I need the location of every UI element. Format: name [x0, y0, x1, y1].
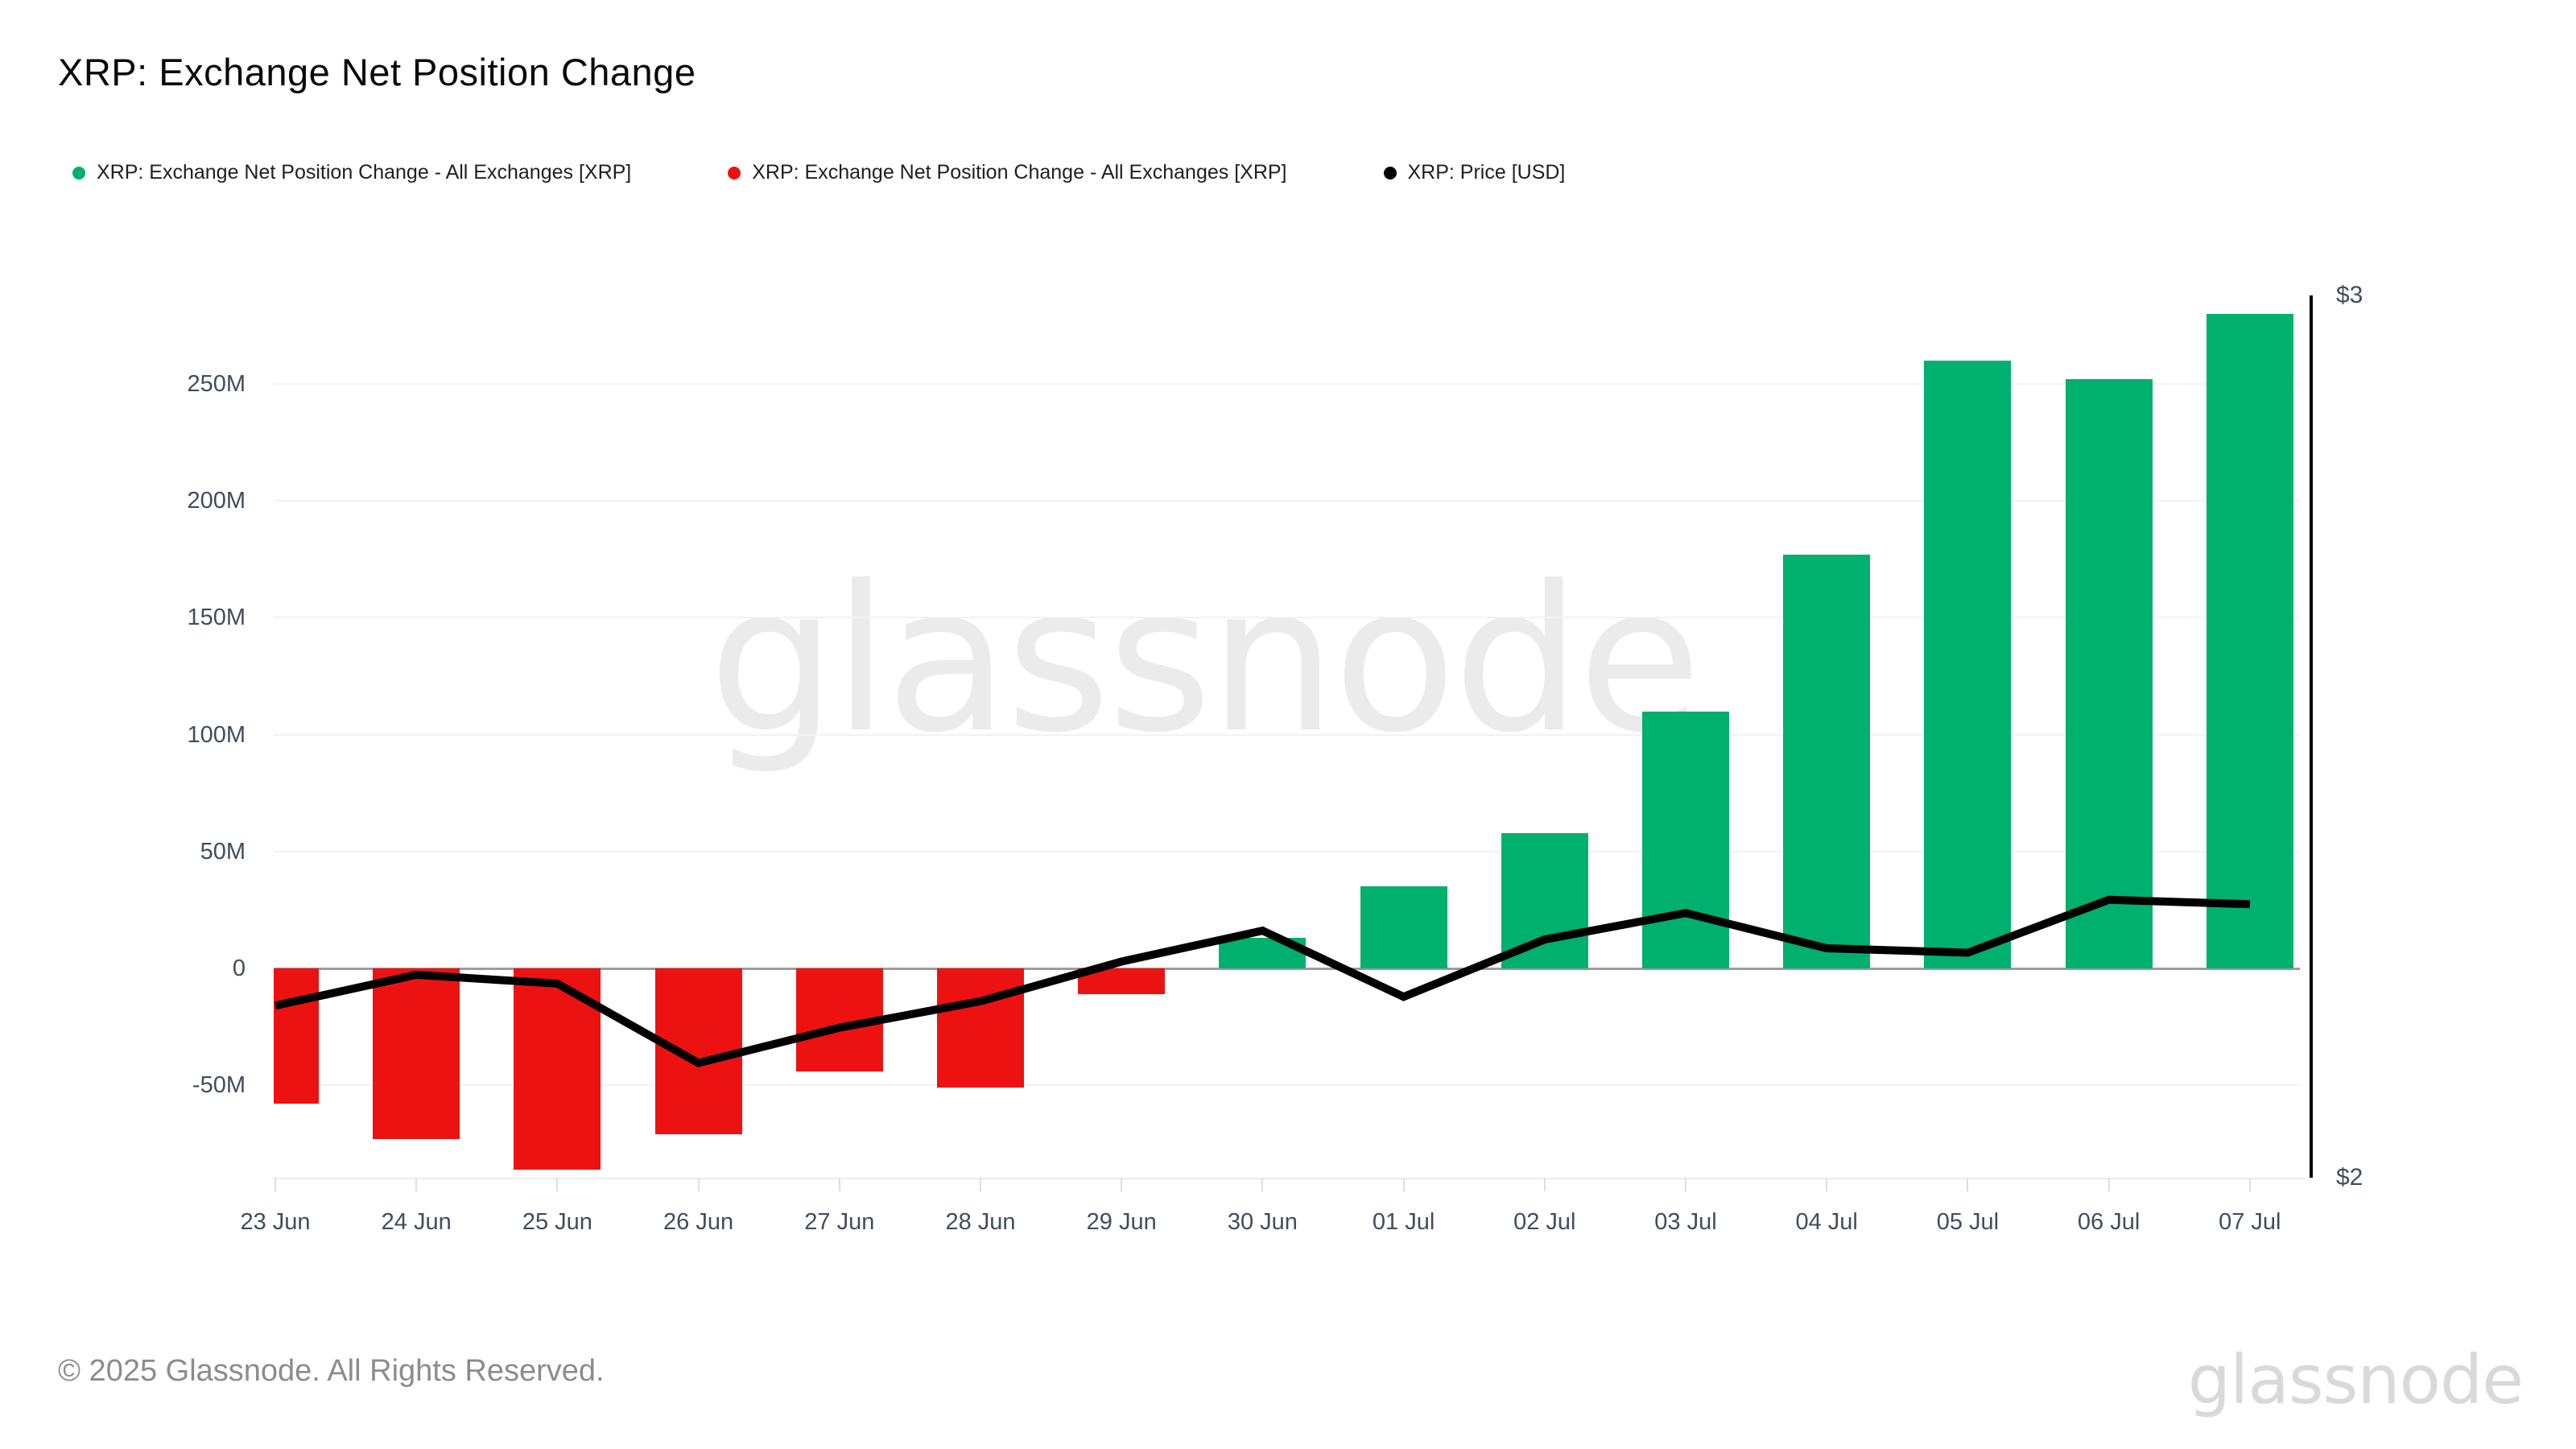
x-axis-tick-02-jul [1543, 1178, 1546, 1191]
x-axis-label-02-jul: 02 Jul [1513, 1209, 1576, 1235]
x-axis-border [274, 1178, 2306, 1179]
x-axis-tick-23-jun [275, 1178, 276, 1191]
bar-02-jul[interactable] [1501, 832, 1588, 968]
y-axis-tick-0: 0 [232, 956, 246, 981]
x-axis-label-25-jun: 25 Jun [522, 1209, 592, 1235]
x-axis-label-01-jul: 01 Jul [1372, 1209, 1435, 1235]
price-line [274, 895, 2250, 1067]
x-axis-label-29-jun: 29 Jun [1086, 1209, 1157, 1235]
legend-dot-red-icon [728, 166, 741, 180]
x-axis-tick-01-jul [1402, 1178, 1405, 1191]
x-axis-label-24-jun: 24 Jun [381, 1209, 452, 1235]
gridline-100m [274, 733, 2300, 736]
x-axis-label-23-jun: 23 Jun [240, 1209, 311, 1235]
bar-26-jun[interactable] [654, 968, 742, 1135]
bar-01-jul[interactable] [1360, 886, 1447, 968]
bar-24-jun[interactable] [373, 968, 460, 1139]
bar-05-jul[interactable] [1924, 360, 2012, 968]
gridline-200m [274, 500, 2300, 502]
bar-23-jun[interactable] [274, 968, 319, 1104]
x-axis-label-28-jun: 28 Jun [945, 1209, 1016, 1235]
x-axis-tick-04-jul [1826, 1178, 1828, 1191]
y-axis-tick-250m: 250M [187, 371, 246, 397]
x-axis-tick-07-jul [2248, 1178, 2251, 1191]
bar-04-jul[interactable] [1783, 554, 1871, 968]
x-axis-label-30-jun: 30 Jun [1227, 1209, 1298, 1235]
y-axis-tick-50m: 50M [200, 838, 246, 865]
x-axis-label-05-jul: 05 Jul [1936, 1209, 2000, 1235]
gridline-250m [274, 383, 2300, 385]
legend-item-label: XRP: Exchange Net Position Change - All … [752, 161, 1287, 184]
x-axis-tick-03-jul [1685, 1178, 1686, 1191]
price-axis-label-2: $2 [2336, 1164, 2363, 1191]
x-axis-tick-05-jul [1967, 1178, 1969, 1191]
x-axis-label-06-jul: 06 Jul [2077, 1209, 2140, 1235]
x-axis-tick-26-jun [697, 1178, 700, 1191]
gridline-150m [274, 617, 2300, 619]
x-axis-label-26-jun: 26 Jun [663, 1209, 734, 1235]
legend-item-net-position-positive[interactable]: XRP: Exchange Net Position Change - All … [72, 161, 631, 184]
x-axis-label-07-jul: 07 Jul [2219, 1209, 2281, 1235]
bar-06-jul[interactable] [2065, 379, 2153, 968]
page-title: XRP: Exchange Net Position Change [58, 51, 696, 93]
price-axis-label-3: $3 [2336, 282, 2363, 308]
bar-07-jul[interactable] [2206, 313, 2293, 968]
price-line-layer [274, 895, 2250, 1067]
x-axis-tick-06-jul [2107, 1178, 2110, 1191]
x-axis-tick-24-jun [415, 1178, 418, 1191]
y-axis-tick--50m: -50M [192, 1072, 246, 1099]
footer-copyright: © 2025 Glassnode. All Rights Reserved. [58, 1354, 605, 1388]
legend-item-price[interactable]: XRP: Price [USD] [1383, 161, 1566, 184]
legend-item-label: XRP: Exchange Net Position Change - All … [97, 161, 632, 184]
gridline-50m [274, 850, 2300, 852]
x-axis-tick-25-jun [556, 1178, 559, 1191]
zero-line [274, 968, 2300, 970]
x-axis-tick-28-jun [980, 1178, 981, 1191]
legend-dot-green-icon [72, 166, 85, 180]
x-axis-label-04-jul: 04 Jul [1795, 1209, 1858, 1235]
x-axis-label-03-jul: 03 Jul [1654, 1209, 1717, 1235]
legend-dot-black-icon [1383, 166, 1397, 180]
plot-area[interactable] [274, 295, 2300, 1178]
glassnode-logo: glassnode [2187, 1340, 2524, 1419]
legend-item-net-position-negative[interactable]: XRP: Exchange Net Position Change - All … [728, 161, 1287, 184]
x-axis-tick-30-jun [1261, 1178, 1264, 1191]
bar-03-jul[interactable] [1642, 711, 1729, 968]
x-axis-tick-27-jun [838, 1178, 840, 1191]
x-axis-label-27-jun: 27 Jun [804, 1209, 875, 1235]
price-axis-line [2310, 295, 2313, 1178]
y-axis-tick-150m: 150M [187, 605, 246, 631]
y-axis-tick-200m: 200M [187, 488, 246, 514]
y-axis-tick-100m: 100M [187, 721, 246, 748]
bar-28-jun[interactable] [937, 968, 1024, 1088]
x-axis-tick-29-jun [1121, 1178, 1123, 1191]
legend: XRP: Exchange Net Position Change - All … [72, 161, 1565, 184]
gridline--50m [274, 1084, 2300, 1087]
legend-item-label: XRP: Price [USD] [1407, 161, 1566, 184]
